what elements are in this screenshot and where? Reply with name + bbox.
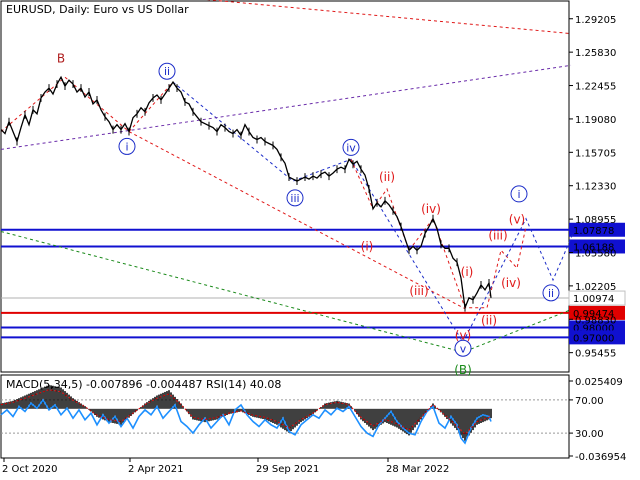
level-price-label: 0.97000: [573, 333, 614, 344]
level-price-tag: [569, 239, 625, 254]
current-price-tag: [568, 290, 626, 306]
time-tick-label: 28 Mar 2022: [386, 464, 449, 475]
level-price-tag: [569, 330, 625, 345]
wave-label-circle: [454, 339, 472, 357]
wave-path-line: [0, 64, 572, 150]
wave-label: (iii): [409, 284, 428, 298]
wave-label: iv: [346, 141, 356, 154]
price-tick-label: 1.12330: [575, 182, 616, 193]
level-price-label: 0.98000: [573, 323, 614, 334]
wave-label: (v): [509, 213, 525, 227]
price-line: [0, 75, 492, 311]
indicator-panel-frame: [0, 374, 570, 459]
wave-label: (iv): [421, 202, 441, 216]
price-tick-label: 1.15705: [575, 148, 616, 159]
wave-path-line: [172, 81, 464, 343]
wave-label-circle: [118, 137, 136, 155]
indicator-title: MACD(5,34,5) -0.007896 -0.004487 RSI(14)…: [6, 378, 281, 391]
level-price-tag: [569, 305, 625, 320]
wave-label: v: [460, 342, 467, 355]
wave-label: iii: [290, 192, 299, 205]
wave-label: (v): [455, 328, 471, 342]
wave-label: (i): [461, 265, 474, 279]
wave-label: B: [57, 51, 65, 65]
time-axis: 2 Oct 2020 2 Apr 2021 29 Sep 2021 28 Mar 20…: [2, 458, 449, 475]
wave-label: (ii): [379, 170, 395, 184]
wave-label: i: [125, 140, 128, 153]
rsi-line: [0, 398, 492, 445]
wave-label-circle: [510, 185, 528, 203]
price-tick-label: 1.05580: [575, 248, 616, 259]
indicator-tick-label: 30.00: [575, 429, 604, 440]
indicator-layer: 0.025409 70.00 30.00 -0.036954: [0, 377, 626, 463]
price-tick-label: 1.19080: [575, 115, 616, 126]
indicator-tick-label: -0.036954: [575, 452, 626, 463]
current-price-label: 1.00974: [573, 294, 614, 305]
price-panel-frame: [0, 0, 570, 373]
wave-label-circle: [542, 284, 560, 302]
wave-label: (iv): [501, 276, 521, 290]
time-tick-label: 29 Sep 2021: [256, 464, 319, 475]
wave-label: i: [517, 188, 520, 201]
wave-path-line: [350, 159, 527, 309]
wave-label: (i): [361, 239, 374, 253]
chart-title: EURUSD, Daily: Euro vs US Dollar: [6, 3, 189, 16]
price-tick-label: 0.95455: [575, 349, 616, 360]
wave-dashed-paths: [0, 0, 574, 353]
wave-path-line: [0, 231, 572, 353]
price-tick-label: 1.08955: [575, 215, 616, 226]
time-tick-label: 2 Apr 2021: [128, 464, 183, 475]
wave-label-circle: [158, 62, 176, 80]
price-tick-label: 1.25830: [575, 48, 616, 59]
price-tick-label: 1.02205: [575, 282, 616, 293]
level-price-label: 1.07878: [573, 226, 614, 237]
wave-label-circle: [286, 189, 304, 207]
wave-label: ii: [548, 287, 554, 300]
price-line-layer: [0, 75, 492, 312]
price-tick-label: 0.98830: [575, 315, 616, 326]
wave-label-circle: [342, 138, 360, 156]
wave-label: ii: [164, 65, 170, 78]
level-price-tag: [569, 222, 625, 237]
indicator-tick-label: 70.00: [575, 396, 604, 407]
indicator-tick-label: 0.025409: [575, 377, 623, 388]
price-tick-label: 1.22455: [575, 82, 616, 93]
wave-path-line: [206, 0, 572, 35]
wave-label: (ii): [481, 314, 497, 328]
level-price-label: 0.99474: [573, 309, 614, 320]
price-axis: 1.29205 1.25830 1.22455 1.19080 1.15705 1.123…: [569, 15, 616, 360]
time-tick-label: 2 Oct 2020: [2, 464, 57, 475]
wave-labels: Biiiiiiiv(ii)(i)(iv)(iii)(i)(iii)(v)(iv)…: [57, 51, 560, 377]
price-tick-label: 1.29205: [575, 15, 616, 26]
level-price-label: 1.06188: [573, 242, 614, 253]
wave-label: (B): [454, 363, 472, 377]
wave-label: (iii): [488, 228, 507, 242]
macd-signal-line: [0, 389, 492, 436]
